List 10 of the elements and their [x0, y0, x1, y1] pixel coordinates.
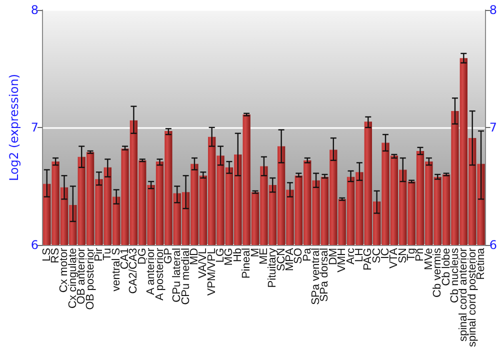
- y2-tick-label: 6: [489, 238, 498, 252]
- y-tick-label: 8: [30, 3, 39, 17]
- y-tick-label: 6: [30, 238, 39, 252]
- y2-tick-label: 8: [489, 3, 498, 17]
- y2-tick-label: 7: [489, 120, 498, 134]
- x-tick-label: A posterior: [154, 248, 166, 301]
- x-tick-label: Tg: [406, 248, 418, 261]
- y-axis-title: Log2 (expression): [7, 74, 21, 181]
- x-tick-label: OB posterior: [84, 248, 96, 310]
- y-tick-label: 7: [30, 120, 39, 134]
